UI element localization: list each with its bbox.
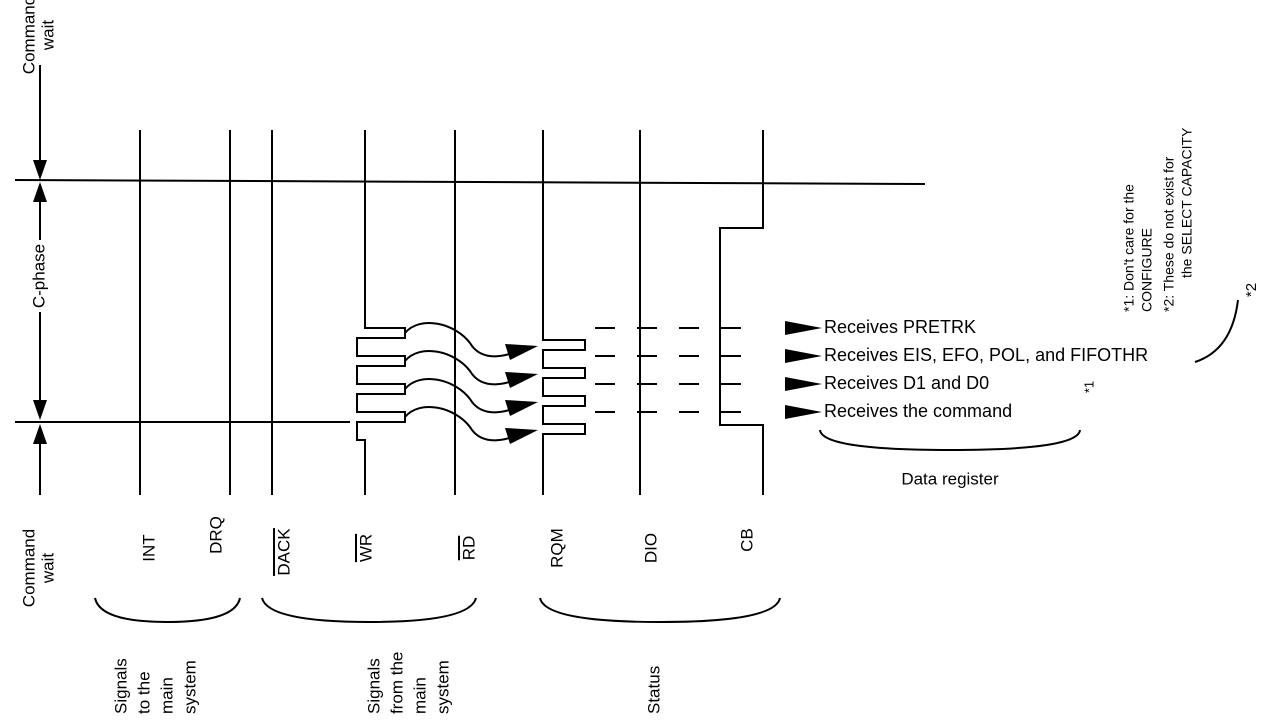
group-label: main <box>410 677 429 714</box>
register-entry: Receives PRETRK <box>824 317 976 337</box>
note-marker: *2 <box>1243 283 1260 297</box>
group-label: from the <box>387 652 406 714</box>
signal-name: INT <box>139 534 158 561</box>
entry-arrowhead <box>785 349 822 363</box>
group-braces <box>94 299 1239 624</box>
signal-name: RQM <box>547 528 566 568</box>
signal-name: DIO <box>641 533 660 563</box>
handshake-arrowhead <box>505 372 538 388</box>
signal-name: RD <box>459 536 478 561</box>
note-line: *2: These do not exist for <box>1161 156 1177 312</box>
phase-label: C-phase <box>29 244 48 308</box>
note-line: the SELECT CAPACITY <box>1179 127 1195 278</box>
handshake-arrow <box>404 377 516 414</box>
signal-name: CB <box>737 528 756 552</box>
handshake-arrowhead <box>505 400 538 416</box>
command-wait-label: Command <box>19 0 38 74</box>
entry-arrowhead <box>785 377 822 391</box>
signal-name: DRQ <box>206 516 225 554</box>
handshake-arrow <box>404 321 516 358</box>
signal-name: WR <box>356 534 375 562</box>
signal-waveform <box>356 130 406 495</box>
command-wait-label: wait <box>38 20 57 52</box>
group-label: system <box>433 660 452 714</box>
register-label: Data register <box>901 469 999 488</box>
register-entry: Receives D1 and D0 <box>824 373 989 393</box>
phase-line <box>14 179 926 185</box>
handshake-arrowhead <box>505 428 538 444</box>
entry-arrowhead <box>785 405 822 419</box>
signal-lines <box>139 130 764 495</box>
register-entry: Receives the command <box>824 401 1012 421</box>
handshake-arrowhead <box>505 344 538 360</box>
group-label: to the <box>134 671 153 714</box>
handshake-arrow <box>404 349 516 386</box>
signal-waveform <box>542 130 586 495</box>
note-line: *1: Don't care for the <box>1121 184 1137 312</box>
command-wait-label: wait <box>38 553 57 585</box>
note-line: CONFIGURE <box>1139 228 1155 312</box>
register-entry: Receives EIS, EFO, POL, and FIFOTHR <box>824 345 1148 365</box>
signal-name: DACK <box>274 528 293 576</box>
group-label: Status <box>644 666 663 714</box>
group-label: Signals <box>111 658 130 714</box>
footnote-marker: *1 <box>1081 381 1096 393</box>
group-label: main <box>157 677 176 714</box>
group-label: system <box>180 660 199 714</box>
phase-arrows <box>33 65 47 495</box>
handshake-arrow <box>404 405 516 442</box>
group-label: Signals <box>364 658 383 714</box>
entry-arrowhead <box>785 321 822 335</box>
command-wait-label: Command <box>19 529 38 607</box>
